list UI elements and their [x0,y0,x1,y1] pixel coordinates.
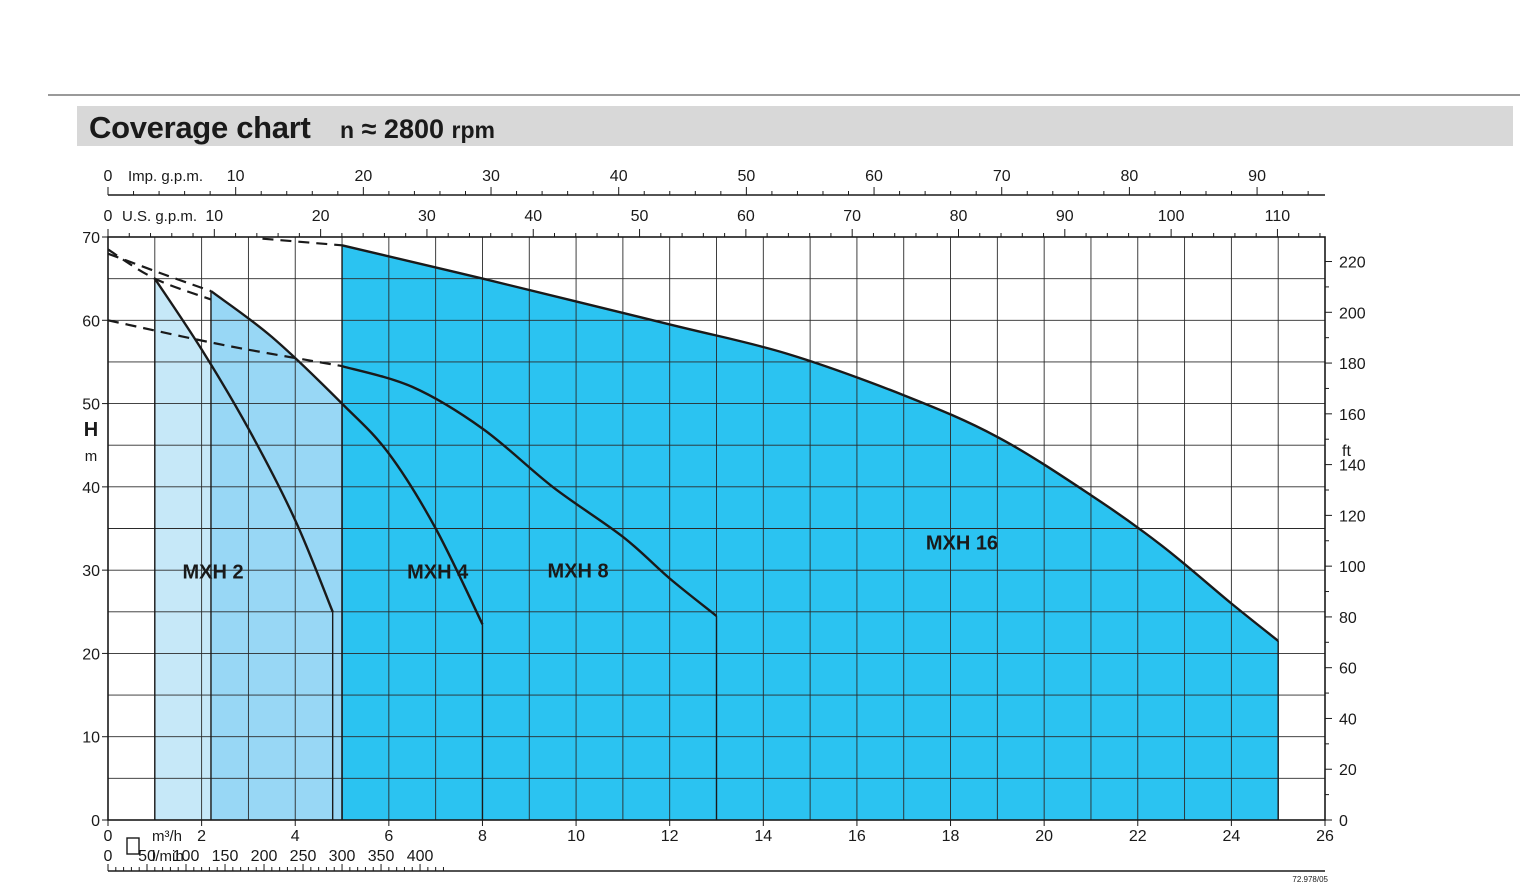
x-m3h-tick-label: 16 [848,828,866,845]
x-m3h-tick-label: 0 [104,828,113,845]
y-right-tick-label: 60 [1339,661,1357,678]
x-lmin-tick-label: 50 [138,848,156,865]
x-imp-tick-label: 0 [104,168,113,185]
chart-subtitle: n ≈ 2800 rpm [340,114,495,145]
x-imp-tick-label: 80 [1121,168,1139,185]
chart-title: Coverage chart [89,110,311,145]
x-m3h-tick-label: 26 [1316,828,1334,845]
y-right-tick-label: 40 [1339,711,1357,728]
header-bar: Coverage chart n ≈ 2800 rpm [77,106,1513,146]
curve-mxh-4 [210,290,484,625]
label-mxh-4: MXH 4 [407,561,469,583]
x-imp-tick-label: 40 [610,168,628,185]
x-imp-tick-label: 50 [737,168,755,185]
x-imp-unit-label: Imp. g.p.m. [128,168,203,185]
x-us-tick-label: 100 [1158,208,1185,225]
y-right-tick-label: 160 [1339,407,1366,424]
dash-mxh-2 [107,248,212,301]
x-lmin-tick-label: 0 [104,848,113,865]
y-right-tick-label: 140 [1339,458,1366,475]
label-mxh-8: MXH 8 [548,561,609,583]
x-imp-tick-label: 30 [482,168,500,185]
x-us-tick-label: 30 [418,208,436,225]
curve-mxh-2 [153,277,334,613]
x-us-tick-label: 70 [843,208,861,225]
x-m3h-tick-label: 6 [384,828,393,845]
x-m3h-tick-label: 8 [478,828,487,845]
x-lmin-tick-label: 350 [368,848,395,865]
curve-mxh-8 [341,364,718,617]
unit-box-icon [126,837,140,855]
dash-mxh-8 [107,319,343,368]
label-mxh-16: MXH 16 [926,532,998,554]
y-left-tick-label: 10 [82,730,100,747]
x-us-tick-label: 110 [1265,208,1291,225]
x-imp-tick-label: 60 [865,168,883,185]
x-us-tick-label: 90 [1056,208,1074,225]
y-left-tick-label: 50 [82,397,100,414]
y-left-tick-label: 40 [82,480,100,497]
x-imp-tick-label: 10 [227,168,245,185]
y-left-tick-label: 30 [82,563,100,580]
y-left-tick-label: 70 [82,230,100,247]
y-left-unit-label: m [85,448,98,465]
y-left-tick-label: 0 [91,813,100,830]
x-lmin-tick-label: 400 [407,848,434,865]
x-us-tick-label: 60 [737,208,755,225]
label-mxh-2: MXH 2 [182,561,243,583]
labels: 010203040506070Hm02040608010012014016018… [82,168,1366,884]
x-m3h-unit-label: m³/h [152,828,182,845]
x-m3h-tick-label: 12 [661,828,679,845]
x-us-tick-label: 10 [205,208,223,225]
y-left-axis-label: H [84,419,98,441]
axes [102,187,1332,872]
x-us-tick-label: 0 [104,208,113,225]
y-left-tick-label: 60 [82,313,100,330]
dash-mxh-16 [262,237,343,247]
y-right-tick-label: 220 [1339,255,1366,272]
x-m3h-tick-label: 4 [291,828,300,845]
speed-value: 2800 [383,114,444,144]
top-rule [48,94,1520,96]
y-right-tick-label: 100 [1339,559,1366,576]
x-imp-tick-label: 70 [993,168,1011,185]
y-right-tick-label: 180 [1339,356,1366,373]
speed-symbol: n [340,117,355,143]
y-right-unit-label: ft [1342,443,1351,460]
curve-mxh-16 [341,244,1279,642]
dash-mxh-4 [107,252,212,293]
y-right-tick-label: 200 [1339,305,1366,322]
x-lmin-tick-label: 250 [290,848,317,865]
x-lmin-tick-label: 300 [329,848,356,865]
x-m3h-tick-label: 24 [1222,828,1240,845]
y-right-tick-label: 120 [1339,508,1366,525]
x-m3h-tick-label: 2 [197,828,206,845]
x-lmin-tick-label: 150 [212,848,239,865]
x-m3h-tick-label: 14 [754,828,772,845]
figure-code: 72.978/05 [1292,875,1328,884]
x-m3h-tick-label: 18 [942,828,960,845]
x-us-unit-label: U.S. g.p.m. [122,208,197,225]
x-us-tick-label: 50 [631,208,649,225]
x-lmin-unit-label: l/min [152,848,184,865]
x-m3h-tick-label: 20 [1035,828,1053,845]
y-right-tick-label: 80 [1339,610,1357,627]
y-right-tick-label: 20 [1339,762,1357,779]
speed-unit: rpm [451,117,495,143]
x-m3h-tick-label: 10 [567,828,585,845]
approx-symbol: ≈ [361,114,377,144]
x-lmin-tick-label: 100 [173,848,200,865]
x-imp-tick-label: 20 [354,168,372,185]
x-imp-tick-label: 90 [1248,168,1266,185]
y-left-tick-label: 20 [82,646,100,663]
x-m3h-tick-label: 22 [1129,828,1147,845]
curves [107,237,1279,820]
x-lmin-tick-label: 200 [251,848,278,865]
x-us-tick-label: 40 [524,208,542,225]
y-right-tick-label: 0 [1339,813,1348,830]
x-us-tick-label: 80 [950,208,968,225]
x-us-tick-label: 20 [312,208,330,225]
